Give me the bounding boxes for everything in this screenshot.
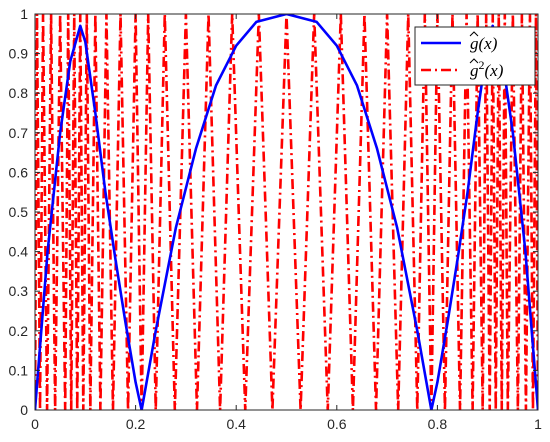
tick-layer: 0 0.2 0.4 0.6 0.8 1 0 0.1 0.2 0.3 0.4 0.5 0.6 0.7 0.8 0…: [9, 6, 543, 432]
y-tick-label: 0: [20, 402, 28, 418]
x-tick-label: 0.4: [226, 416, 246, 432]
series-layer: [35, 14, 538, 410]
y-tick-label: 0.3: [9, 283, 29, 299]
legend-box: [414, 26, 536, 86]
x-tick-label: 0: [31, 416, 39, 432]
y-tick-label: 0.9: [9, 46, 29, 62]
y-tick-label: 0.2: [9, 323, 29, 339]
y-tick-label: 0.7: [9, 125, 29, 141]
x-tick-label: 0.8: [428, 416, 448, 432]
series-line-2: [35, 14, 538, 410]
x-tick-label: 1: [534, 416, 542, 432]
y-tick-label: 0.4: [9, 244, 29, 260]
legend: g(x) g2(x): [414, 26, 536, 86]
legend-label-2: g2(x): [470, 58, 504, 80]
series-line-1: [35, 14, 538, 410]
x-tick-label: 0.6: [327, 416, 347, 432]
y-tick-label: 0.1: [9, 362, 29, 378]
y-tick-label: 0.8: [9, 85, 29, 101]
y-tick-label: 0.5: [9, 204, 29, 220]
y-tick-label: 1: [20, 6, 28, 22]
x-tick-label: 0.2: [126, 416, 146, 432]
legend-label-1: g(x): [470, 34, 498, 53]
legend-hat-2: [469, 58, 479, 64]
legend-hat-1: [469, 31, 479, 37]
y-tick-label: 0.6: [9, 164, 29, 180]
